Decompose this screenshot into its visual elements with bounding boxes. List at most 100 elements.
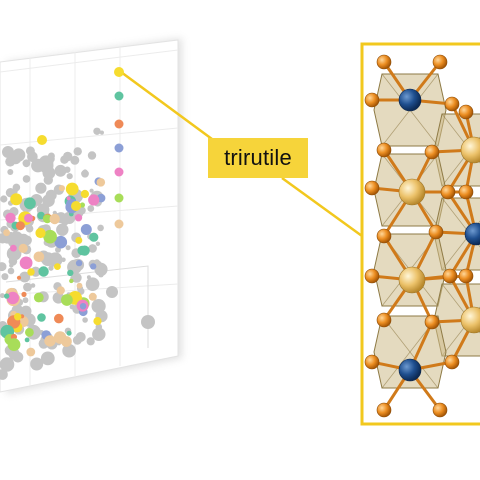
- anion-atom: [444, 354, 460, 370]
- scatter-point-gray: [0, 262, 7, 272]
- anion-atom: [424, 314, 440, 330]
- anion-atom: [376, 228, 392, 244]
- scatter-point-gray: [52, 210, 57, 215]
- scatter-point-colored: [88, 292, 97, 301]
- anion-atom: [376, 54, 392, 70]
- scatter-point-colored: [75, 236, 83, 244]
- scatter-point-colored: [74, 214, 83, 222]
- scatter-point-gray: [23, 282, 32, 292]
- scatter-point-gray: [6, 357, 14, 365]
- scatter-point-colored: [89, 232, 99, 242]
- atoms: [364, 54, 480, 418]
- scatter-point-gray: [95, 323, 103, 331]
- scatter-point-gray: [7, 251, 16, 260]
- connector-to-structure: [281, 176, 363, 238]
- anion-atom: [458, 104, 474, 120]
- callout-label-trirutile: trirutile: [208, 138, 308, 178]
- scatter-point-colored: [75, 259, 83, 267]
- scatter-point-colored: [79, 202, 85, 208]
- scatter-point-colored: [3, 229, 10, 237]
- scatter-point-gray: [38, 155, 54, 171]
- scatter-point-gray: [99, 130, 104, 135]
- anion-atom: [428, 224, 444, 240]
- scatter-point-gray: [25, 146, 35, 156]
- panel-surface: [0, 39, 179, 393]
- scatter-plot-panel: [0, 38, 182, 394]
- scatter-point-colored: [67, 269, 74, 277]
- scatter-point-colored: [66, 330, 72, 336]
- scatter-point-gray: [72, 335, 82, 345]
- scatter-point: [141, 315, 155, 329]
- anion-atom: [440, 184, 456, 200]
- scatter-point-gray: [89, 188, 94, 193]
- scatter-point-colored: [96, 178, 106, 187]
- anion-atom: [376, 142, 392, 158]
- scatter-point-gray: [86, 275, 91, 280]
- scatter-point-colored: [35, 227, 46, 239]
- scatter-point-colored: [10, 244, 17, 252]
- scatter-point: [2, 146, 14, 158]
- scatter-point-colored: [56, 286, 65, 295]
- scatter-point-colored: [76, 282, 83, 289]
- scatter-point-gray: [69, 304, 75, 310]
- anion-atom: [376, 312, 392, 328]
- connector-to-point: [120, 70, 217, 144]
- scatter-point-colored: [49, 213, 60, 225]
- scatter-point-gray: [20, 305, 32, 317]
- scatter-point-colored: [25, 328, 34, 337]
- scatter-point-colored: [42, 214, 52, 224]
- scatter-point-colored: [88, 194, 100, 206]
- anion-atom: [364, 180, 380, 196]
- scatter-point-colored: [19, 256, 33, 270]
- scatter-point-colored: [24, 197, 36, 210]
- anion-atom: [444, 96, 460, 112]
- scatter-point-colored: [37, 313, 46, 322]
- scatter-point-colored: [5, 212, 16, 224]
- cation-atom-gold: [398, 178, 426, 206]
- legend-marker: [114, 119, 124, 129]
- callout-connectors: [120, 70, 363, 238]
- scatter-point-colored: [3, 293, 10, 299]
- scatter-point-colored: [79, 245, 90, 256]
- scatter-point-gray: [65, 245, 71, 251]
- scatter-point-gray: [30, 357, 44, 371]
- scatter-point-colored: [69, 278, 74, 284]
- scatter-point-colored: [18, 243, 28, 253]
- scatter-point-gray: [0, 369, 8, 380]
- scatter-point-gray: [97, 224, 104, 232]
- scatter-point-gray: [56, 223, 69, 236]
- scatter-point-gray: [22, 175, 31, 183]
- legend-marker: [114, 91, 124, 101]
- scatter-point-gray: [42, 194, 55, 207]
- scatter-point-gray: [73, 147, 82, 156]
- scatter-point-gray: [9, 263, 14, 268]
- scatter-point-colored: [37, 211, 45, 220]
- cation-atom-blue: [464, 222, 480, 246]
- scatter-point-gray: [92, 327, 106, 341]
- scatter-point: [37, 135, 47, 145]
- scatter-point-colored: [79, 303, 87, 310]
- scatter-point-gray: [66, 173, 73, 180]
- scatter-point-colored: [61, 294, 73, 306]
- scatter-point-colored: [33, 251, 45, 263]
- scatter-point-colored: [44, 335, 56, 347]
- scatter-point-colored: [14, 313, 22, 321]
- anion-atom: [442, 268, 458, 284]
- scatter-point-colored: [24, 337, 30, 343]
- scatter-point-gray: [19, 271, 31, 283]
- scatter-point-gray: [48, 265, 54, 271]
- anion-atom: [364, 268, 380, 284]
- scatter-point-gray: [0, 293, 5, 299]
- scatter-point-gray: [87, 151, 97, 160]
- highlighted-point: [114, 67, 124, 77]
- scatter-point: [71, 201, 81, 211]
- scatter-point-colored: [27, 268, 35, 276]
- scatter-point-gray: [7, 267, 15, 275]
- scatter-point-colored: [58, 185, 65, 192]
- cation-atom-gold: [398, 266, 426, 294]
- cation-atom-blue: [398, 88, 422, 112]
- scatter-point-gray: [91, 299, 106, 314]
- scatter-point-gray: [12, 183, 21, 192]
- scatter-point-gray: [43, 175, 53, 185]
